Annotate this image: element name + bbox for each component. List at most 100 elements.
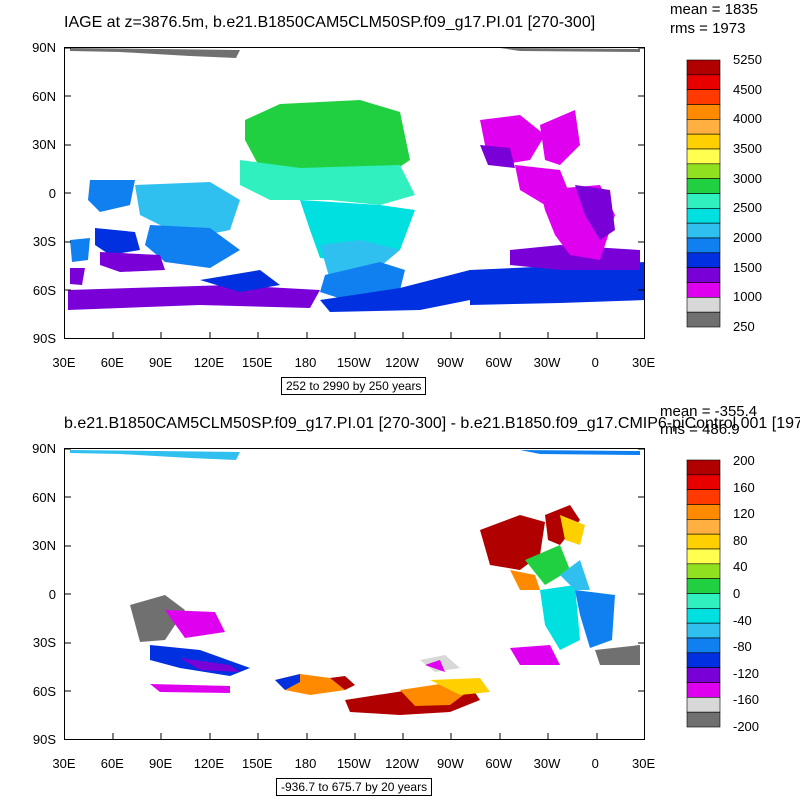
colorbar-swatch [686, 163, 721, 179]
top-map-frame [64, 47, 645, 339]
colorbar-swatch [686, 222, 721, 239]
bottom-map-frame [64, 448, 645, 740]
colorbar-swatch [686, 311, 721, 328]
bottom-colorbar [686, 459, 721, 728]
colorbar-swatch [686, 563, 721, 579]
lat-tick-label: 30N [32, 137, 56, 152]
top-colorbar [686, 59, 721, 328]
lon-tick-label: 120W [385, 756, 420, 771]
lon-tick-label: 60W [485, 756, 513, 771]
colorbar-swatch [686, 74, 721, 90]
colorbar-swatch [686, 282, 721, 298]
colorbar-label: 40 [733, 559, 748, 575]
lat-tick-label: 30N [32, 538, 56, 553]
lon-tick-label: 120E [193, 756, 225, 771]
bottom-map-ticks [65, 448, 644, 739]
lon-tick-label: 90W [437, 756, 464, 771]
colorbar-swatch [686, 519, 721, 535]
colorbar-swatch [686, 119, 721, 135]
top-rms-stat: rms = 1973 [670, 20, 746, 37]
colorbar-swatch [686, 711, 721, 728]
colorbar-swatch [686, 148, 721, 165]
colorbar-swatch [686, 237, 721, 254]
top-map-field [68, 48, 645, 312]
colorbar-label: 120 [733, 506, 755, 522]
colorbar-label: 2000 [733, 230, 762, 245]
colorbar-label: 0 [733, 586, 741, 601]
lat-tick-label: 90N [32, 40, 56, 55]
lon-tick-label: 0 [591, 355, 599, 370]
colorbar-swatch [686, 578, 721, 594]
lon-tick-label: 30E [632, 756, 656, 771]
colorbar-swatch [686, 697, 721, 713]
colorbar-label: 2500 [733, 200, 762, 216]
colorbar-swatch [686, 533, 721, 550]
colorbar-swatch [686, 474, 721, 490]
bottom-map-title: b.e21.B1850CAM5CLM50SP.f09_g17.PI.01 [27… [64, 415, 800, 432]
lon-tick-label: 120W [385, 355, 420, 370]
colorbar-swatch [686, 89, 721, 105]
colorbar-label: -200 [733, 719, 760, 734]
lat-tick-label: 60S [32, 282, 56, 298]
colorbar-label: 4000 [733, 111, 762, 127]
lon-tick-label: 150E [242, 355, 273, 370]
lon-tick-label: 150W [336, 756, 371, 771]
top-map-title: IAGE at z=3876.5m, b.e21.B1850CAM5CLM50S… [64, 14, 596, 31]
colorbar-label: 1000 [733, 289, 762, 305]
lat-tick-label: 90S [32, 331, 56, 346]
top-map-ticks [65, 47, 644, 338]
top-mean-stat: mean = 1835 [670, 1, 758, 18]
colorbar-label: 5250 [733, 52, 762, 67]
lon-tick-label: 90W [437, 355, 464, 370]
colorbar-label: 80 [733, 532, 748, 548]
colorbar-label: 200 [733, 453, 755, 468]
colorbar-swatch [686, 178, 721, 194]
lon-tick-label: 180 [294, 756, 317, 771]
lon-tick-label: 150E [242, 756, 273, 771]
colorbar-swatch [686, 208, 721, 224]
colorbar-swatch [686, 193, 721, 209]
colorbar-swatch [686, 252, 721, 268]
lon-tick-label: 30W [533, 756, 561, 771]
colorbar-label: 3000 [733, 170, 762, 186]
colorbar-swatch [686, 459, 721, 476]
lon-tick-label: 90E [149, 756, 173, 771]
lat-tick-label: 0 [48, 586, 56, 602]
top-contour-note: 252 to 2990 by 250 years [281, 377, 427, 395]
colorbar-swatch [686, 667, 721, 683]
lat-tick-label: 90S [32, 732, 56, 747]
colorbar-swatch [686, 104, 721, 120]
colorbar-label: -40 [733, 612, 752, 628]
lon-tick-label: 30E [52, 355, 76, 370]
lat-tick-label: 30S [32, 234, 56, 249]
bottom-mean-stat: mean = -355.4 [660, 403, 758, 420]
lon-tick-label: 150W [336, 355, 371, 370]
lon-tick-label: 0 [591, 756, 599, 771]
lat-tick-label: 90N [32, 441, 56, 456]
lat-tick-label: 60S [32, 683, 56, 699]
bottom-map-field [70, 450, 640, 715]
colorbar-swatch [686, 548, 721, 565]
bottom-rms-stat: rms = 486.9 [660, 421, 740, 438]
colorbar-label: 250 [733, 319, 755, 334]
lat-tick-label: 60N [32, 489, 56, 505]
lat-tick-label: 60N [32, 88, 56, 104]
colorbar-label: -120 [733, 665, 760, 681]
lon-tick-label: 30E [52, 756, 76, 771]
colorbar-swatch [686, 608, 721, 624]
colorbar-label: 1500 [733, 259, 762, 275]
colorbar-label: -160 [733, 692, 760, 708]
colorbar-label: 160 [733, 479, 755, 495]
colorbar-swatch [686, 593, 721, 609]
colorbar-swatch [686, 682, 721, 698]
colorbar-swatch [686, 504, 721, 520]
colorbar-swatch [686, 637, 721, 654]
colorbar-swatch [686, 297, 721, 313]
lon-tick-label: 90E [149, 355, 173, 370]
bottom-contour-note: -936.7 to 675.7 by 20 years [276, 778, 433, 796]
lon-tick-label: 30W [533, 355, 561, 370]
lon-tick-label: 60W [485, 355, 513, 370]
colorbar-swatch [686, 489, 721, 505]
colorbar-label: 3500 [733, 141, 762, 156]
